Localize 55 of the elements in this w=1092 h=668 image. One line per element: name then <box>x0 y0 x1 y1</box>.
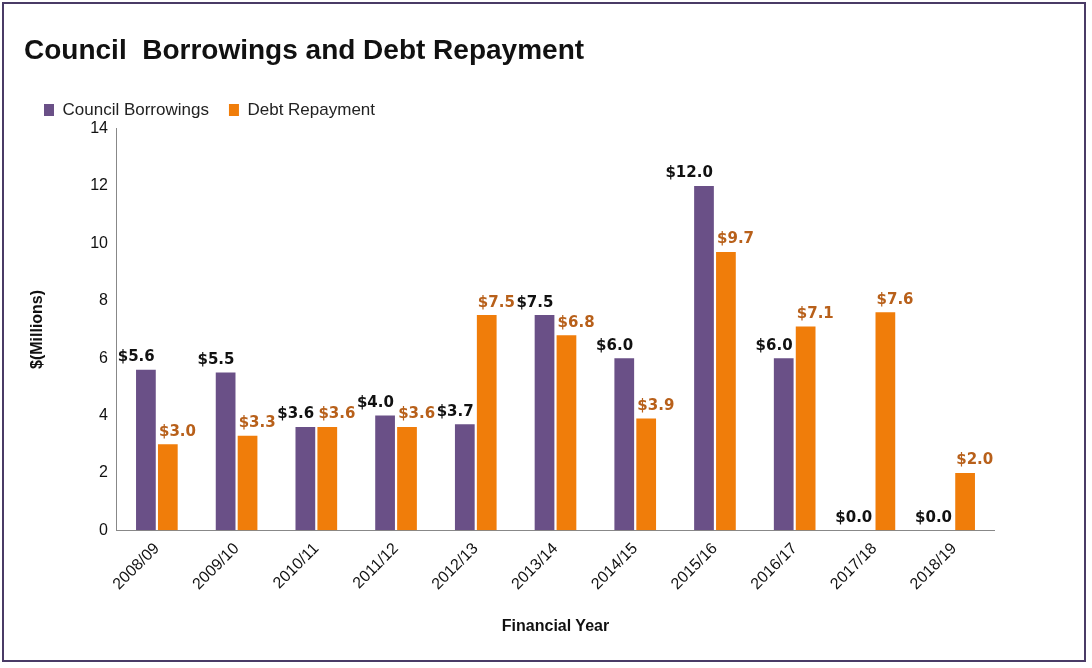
bar <box>556 335 577 531</box>
bar <box>157 444 178 531</box>
y-tick-label: 8 <box>99 291 109 309</box>
bar <box>295 427 316 531</box>
bar <box>534 315 555 531</box>
legend-label: Debt Repayment <box>247 99 376 119</box>
bar <box>955 472 975 531</box>
data-label: $6.0 <box>596 335 634 354</box>
data-label: $0.0 <box>915 507 953 526</box>
data-label: $3.6 <box>398 404 436 423</box>
bar <box>716 251 736 531</box>
bar <box>795 326 816 531</box>
bar <box>375 415 395 531</box>
bar <box>476 315 497 531</box>
data-label: $3.6 <box>318 404 356 423</box>
bar <box>614 358 635 531</box>
data-label: $3.0 <box>158 421 196 440</box>
bar <box>773 358 794 531</box>
y-tick-label: 0 <box>99 520 109 538</box>
chart-title: Council Borrowings and Debt Repayment <box>24 33 585 65</box>
data-label: $3.3 <box>238 413 276 432</box>
data-label: $7.6 <box>876 289 914 308</box>
data-label: $6.0 <box>755 335 793 354</box>
y-tick-label: 10 <box>90 233 109 251</box>
bar <box>694 185 714 531</box>
data-label: $3.9 <box>637 395 675 414</box>
x-axis-title: Financial Year <box>501 616 610 634</box>
data-label: $7.5 <box>477 292 515 311</box>
data-label: $5.5 <box>197 349 235 368</box>
data-label: $3.6 <box>277 404 315 423</box>
y-tick-label: 6 <box>99 348 109 366</box>
bar <box>454 424 475 531</box>
y-tick-label: 14 <box>90 119 109 137</box>
data-label: $5.6 <box>117 347 155 366</box>
bar <box>317 427 338 531</box>
bar <box>875 312 896 531</box>
data-label: $3.7 <box>436 401 474 420</box>
bar <box>397 427 417 531</box>
data-label: $9.7 <box>717 229 755 248</box>
data-label: $6.8 <box>557 312 595 331</box>
data-label: $2.0 <box>956 450 994 469</box>
y-tick-label: 4 <box>99 405 109 423</box>
y-axis-title: $(Millions) <box>28 289 46 370</box>
legend-label: Council Borrowings <box>62 99 209 119</box>
y-tick-label: 12 <box>90 176 109 194</box>
data-label: $4.0 <box>356 392 394 411</box>
data-label: $0.0 <box>835 507 873 526</box>
data-label: $7.1 <box>796 303 834 322</box>
data-label: $12.0 <box>665 163 713 182</box>
bar <box>215 372 236 531</box>
bar <box>636 418 657 531</box>
data-label: $7.5 <box>516 292 554 311</box>
bar <box>237 435 258 531</box>
bar <box>136 369 156 531</box>
y-tick-label: 2 <box>99 463 109 481</box>
